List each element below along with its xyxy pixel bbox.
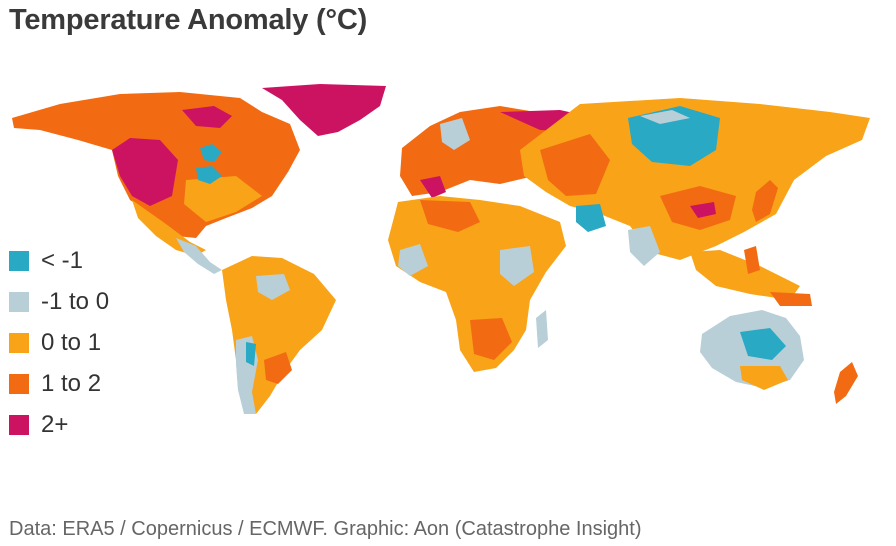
legend-item: 1 to 2 bbox=[9, 363, 109, 404]
central-australia-cold bbox=[740, 328, 786, 360]
legend-label: 0 to 1 bbox=[41, 328, 102, 356]
legend-swatch bbox=[9, 332, 29, 353]
legend-swatch bbox=[9, 373, 29, 394]
legend-item: 2+ bbox=[9, 404, 109, 445]
scandinavia-cool bbox=[440, 118, 470, 150]
japan-landmass bbox=[752, 180, 778, 222]
legend-label: -1 to 0 bbox=[41, 287, 110, 315]
europe-landmass bbox=[400, 106, 560, 196]
legend-item: < -1 bbox=[9, 240, 109, 281]
east-africa-cool bbox=[500, 246, 534, 286]
andes-cold bbox=[246, 342, 256, 366]
arabia-cold bbox=[576, 204, 606, 232]
southern-africa-warm bbox=[470, 318, 512, 360]
new-zealand-landmass bbox=[834, 362, 858, 404]
legend-label: 1 to 2 bbox=[41, 369, 102, 397]
west-africa-cool bbox=[398, 244, 428, 276]
new-guinea-warm bbox=[770, 292, 812, 306]
legend-item: 0 to 1 bbox=[9, 322, 109, 363]
china-hotspot bbox=[690, 202, 716, 218]
legend-item: -1 to 0 bbox=[9, 281, 109, 322]
source-credit: Data: ERA5 / Copernicus / ECMWF. Graphic… bbox=[9, 518, 642, 540]
southern-australia-warm bbox=[740, 366, 788, 390]
southeast-asia-islands bbox=[690, 250, 800, 300]
north-africa-warm bbox=[420, 200, 480, 232]
philippines-warm bbox=[744, 246, 760, 274]
hudson-bay-cold bbox=[200, 144, 222, 162]
arctic-canada-hotspot bbox=[182, 106, 232, 128]
great-lakes-cold bbox=[196, 166, 222, 184]
legend-swatch bbox=[9, 291, 29, 312]
legend-swatch bbox=[9, 414, 29, 435]
africa-landmass bbox=[388, 196, 566, 372]
southern-brazil-warm bbox=[264, 352, 292, 384]
siberia-cool-ring bbox=[640, 110, 690, 124]
western-north-america-hotspot bbox=[112, 138, 178, 206]
siberia-cold bbox=[628, 106, 720, 166]
legend-label: 2+ bbox=[41, 410, 69, 438]
asia-landmass bbox=[520, 98, 870, 260]
map-legend: < -1 -1 to 0 0 to 1 1 to 2 2+ bbox=[9, 240, 109, 445]
india-cool bbox=[628, 226, 660, 266]
legend-swatch bbox=[9, 250, 29, 271]
eastern-north-america-warm bbox=[184, 176, 262, 222]
amazon-cool bbox=[256, 274, 290, 300]
central-russia-warm bbox=[540, 134, 610, 196]
madagascar-landmass bbox=[536, 310, 548, 348]
legend-label: < -1 bbox=[41, 246, 84, 274]
greenland-landmass bbox=[262, 84, 386, 136]
western-europe-hotspot bbox=[420, 176, 446, 198]
map-title: Temperature Anomaly (°C) bbox=[9, 4, 368, 36]
mexico-landmass bbox=[132, 200, 206, 256]
world-temperature-anomaly-map bbox=[12, 84, 870, 414]
central-america-cool bbox=[176, 238, 222, 274]
